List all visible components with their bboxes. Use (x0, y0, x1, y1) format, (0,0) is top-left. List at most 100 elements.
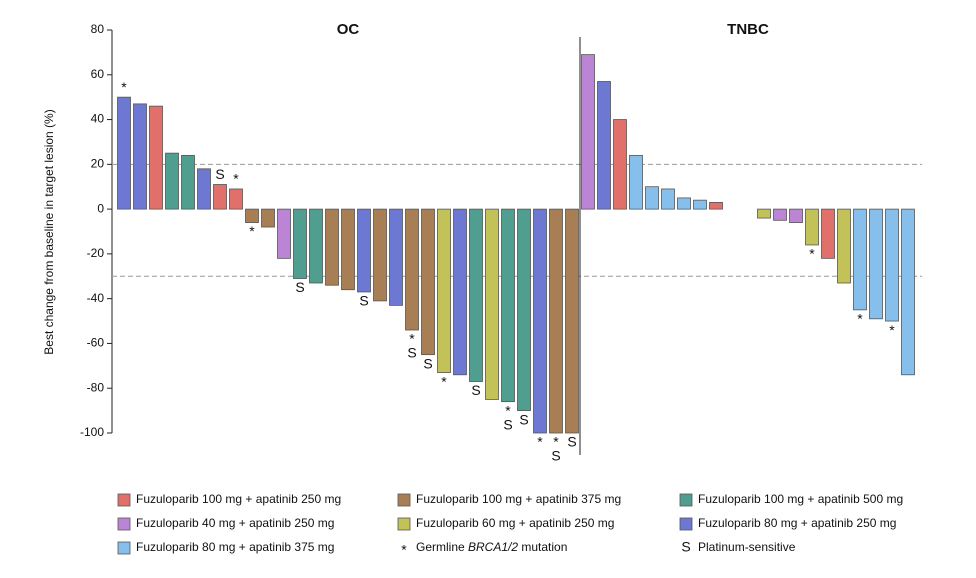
y-tick-label: -100 (80, 425, 104, 439)
bar-annotation: * (505, 402, 511, 418)
bar (517, 208, 531, 412)
legend-swatch (397, 493, 411, 507)
bar-annotation: S (295, 279, 304, 295)
bar-annotation: * (121, 79, 127, 95)
bar (373, 208, 387, 302)
legend-label-part: Platinum-sensitive (698, 540, 796, 554)
bar (245, 208, 259, 223)
bar (341, 208, 355, 291)
bar (197, 168, 211, 210)
y-tick-label: 40 (91, 112, 105, 126)
bar (325, 208, 339, 286)
bar (133, 103, 147, 210)
bar (661, 188, 675, 210)
bar (277, 208, 291, 259)
y-tick-label: -40 (87, 291, 105, 305)
legend-swatch (397, 517, 411, 531)
legend-label: Germline BRCA1/2 mutation (416, 540, 567, 554)
bar (149, 105, 163, 210)
bar-annotation: S (519, 411, 528, 427)
bar-annotation: * (249, 223, 255, 239)
bar (773, 208, 787, 221)
bar (901, 208, 915, 376)
bar-annotation: S (215, 166, 224, 182)
bar-annotation: S (423, 355, 432, 371)
bar (677, 197, 691, 210)
bar (613, 119, 627, 210)
legend-swatch (679, 493, 693, 507)
bar (821, 208, 835, 259)
legend-swatch (117, 541, 131, 555)
bar (165, 152, 179, 210)
bar (389, 208, 403, 306)
bar (453, 208, 467, 376)
y-tick-label: 0 (97, 201, 104, 215)
bar (437, 208, 451, 373)
bar (181, 154, 195, 210)
bar (229, 188, 243, 210)
bar (501, 208, 515, 403)
legend-label: Fuzuloparib 100 mg + apatinib 500 mg (698, 492, 903, 506)
bar-annotation: * (537, 434, 543, 450)
bar (805, 208, 819, 246)
legend-label-part: BRCA1/2 (468, 540, 518, 554)
bar (645, 186, 659, 210)
legend-swatch (117, 493, 131, 507)
bar (421, 208, 435, 356)
bar-annotation: * (409, 331, 415, 347)
bar (581, 54, 595, 210)
bar (405, 208, 419, 331)
y-tick-label: 80 (91, 22, 105, 36)
bar (629, 154, 643, 210)
group-title: OC (337, 21, 360, 38)
legend-symbol: S (681, 539, 690, 555)
legend-label: Fuzuloparib 80 mg + apatinib 375 mg (136, 540, 334, 554)
bar (837, 208, 851, 284)
bar (565, 208, 579, 434)
bar (117, 96, 131, 210)
group-title: TNBC (727, 21, 769, 38)
bar (597, 81, 611, 210)
bar-annotation: * (809, 246, 815, 262)
legend-label-part: mutation (518, 540, 567, 554)
bar (549, 208, 563, 434)
legend-label: Fuzuloparib 40 mg + apatinib 250 mg (136, 516, 334, 530)
bar (885, 208, 899, 322)
bar (213, 184, 227, 210)
bar (309, 208, 323, 284)
bar (757, 208, 771, 219)
legend-label: Fuzuloparib 100 mg + apatinib 375 mg (416, 492, 621, 506)
bar-annotation: S (503, 416, 512, 432)
legend-swatch (117, 517, 131, 531)
bar-annotation: * (441, 373, 447, 389)
legend-swatch (679, 517, 693, 531)
legend-label: Fuzuloparib 100 mg + apatinib 250 mg (136, 492, 341, 506)
bar (853, 208, 867, 311)
bar-annotation: S (567, 434, 576, 450)
bar-annotation: S (551, 448, 560, 464)
bar (293, 208, 307, 279)
bar-annotation: * (233, 171, 239, 187)
bar (709, 201, 723, 210)
y-axis-label: Best change from baseline in target lesi… (42, 109, 56, 354)
y-tick-label: 20 (91, 157, 105, 171)
bar (485, 208, 499, 400)
bar (261, 208, 275, 228)
bar (693, 199, 707, 210)
y-tick-label: -80 (87, 380, 105, 394)
y-tick-label: -20 (87, 246, 105, 260)
bar (357, 208, 371, 293)
bar-annotation: * (889, 322, 895, 338)
bar-annotation: S (359, 293, 368, 309)
y-tick-label: -60 (87, 336, 105, 350)
legend-symbol: * (401, 542, 407, 558)
bar-annotation: * (553, 434, 559, 450)
legend-label-part: Germline (416, 540, 468, 554)
bar-annotation: * (857, 311, 863, 327)
legend-label: Platinum-sensitive (698, 540, 796, 554)
bar (869, 208, 883, 320)
legend-label: Fuzuloparib 80 mg + apatinib 250 mg (698, 516, 896, 530)
bar (789, 208, 803, 223)
bar (469, 208, 483, 382)
